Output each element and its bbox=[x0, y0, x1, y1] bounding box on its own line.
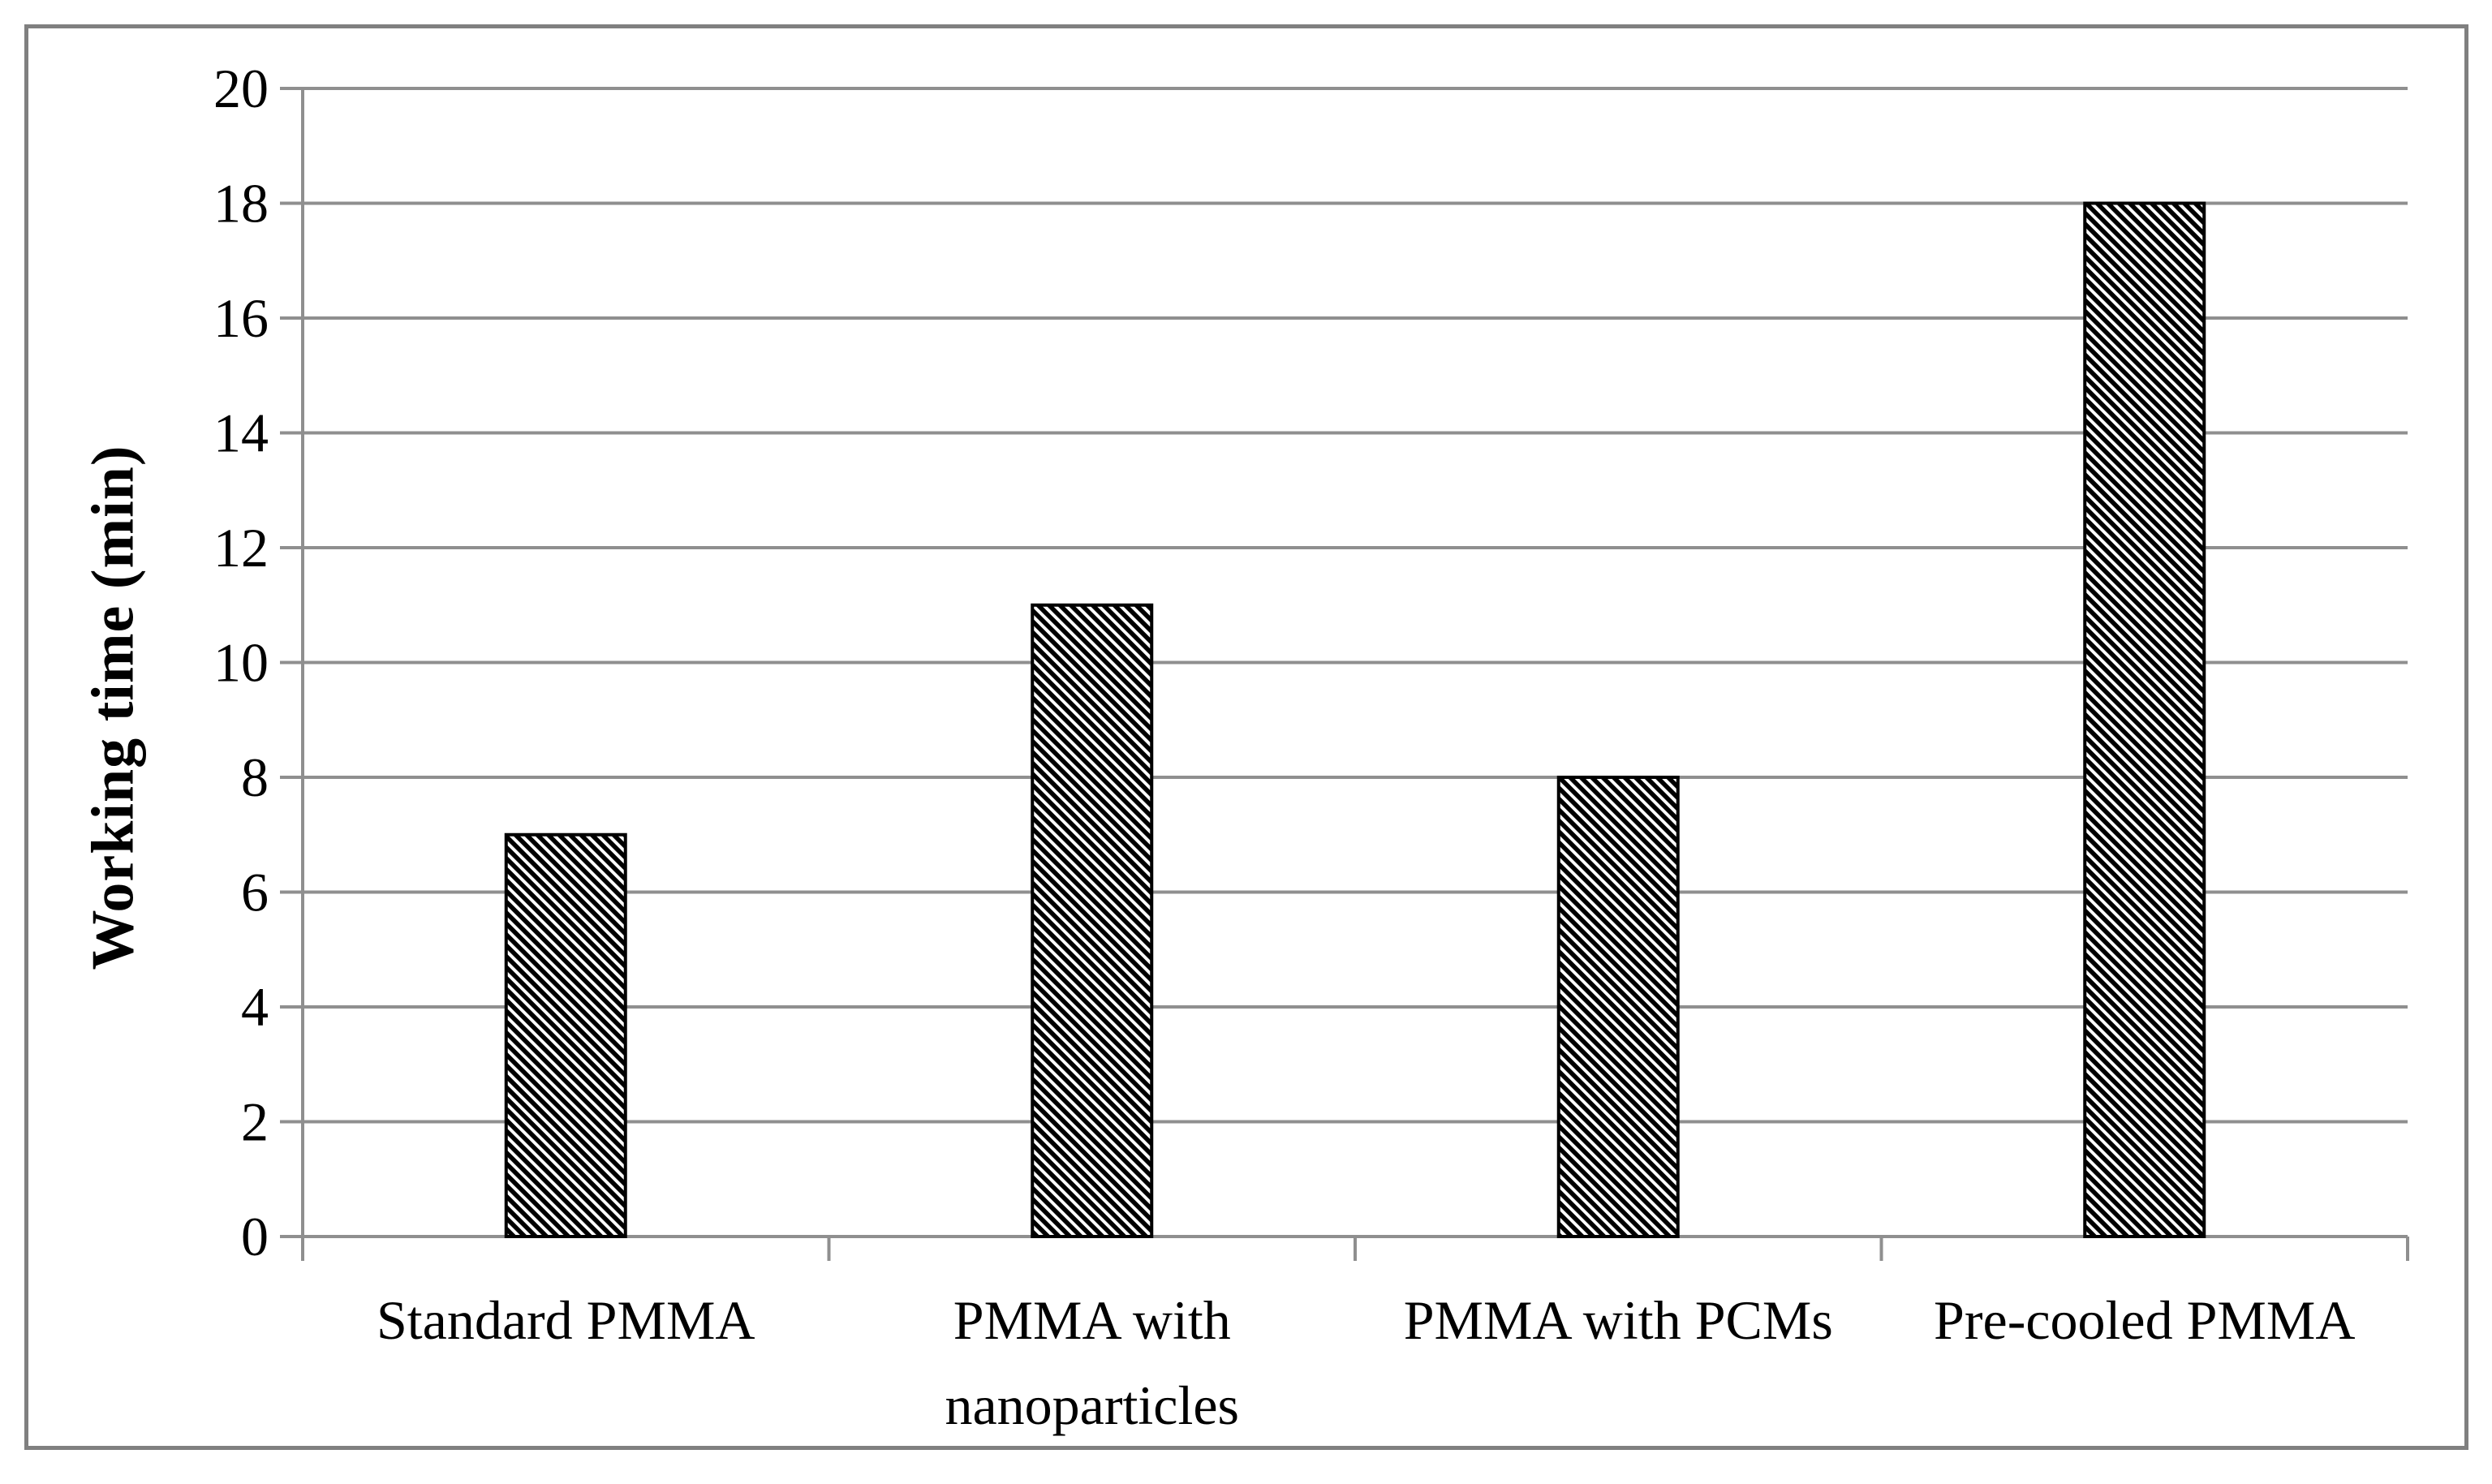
x-category-label: PMMA with nanoparticles bbox=[945, 1289, 1239, 1436]
y-axis-title: Working time (min) bbox=[80, 445, 147, 970]
bar-pmma-with-nanoparticles bbox=[1031, 603, 1154, 1238]
chart-frame bbox=[24, 24, 2468, 1450]
y-tick-label: 20 bbox=[213, 58, 269, 119]
x-category-label: Standard PMMA bbox=[377, 1289, 755, 1351]
y-tick-label: 18 bbox=[213, 173, 269, 234]
y-tick-label: 16 bbox=[213, 287, 269, 349]
bar-pre-cooled-pmma bbox=[2083, 201, 2206, 1238]
y-tick-label: 6 bbox=[241, 862, 269, 923]
y-tick-label: 4 bbox=[241, 976, 269, 1038]
y-tick-label: 8 bbox=[241, 746, 269, 808]
y-tick-label: 0 bbox=[241, 1206, 269, 1267]
bar-standard-pmma bbox=[504, 832, 627, 1238]
y-tick-label: 14 bbox=[213, 402, 269, 464]
x-category-label: Pre-cooled PMMA bbox=[1934, 1289, 2355, 1351]
bar-pmma-with-pcms bbox=[1556, 776, 1680, 1238]
x-category-label: PMMA with PCMs bbox=[1404, 1289, 1833, 1351]
y-tick-label: 10 bbox=[213, 632, 269, 694]
y-tick-label: 2 bbox=[241, 1091, 269, 1153]
y-tick-label: 12 bbox=[213, 517, 269, 579]
